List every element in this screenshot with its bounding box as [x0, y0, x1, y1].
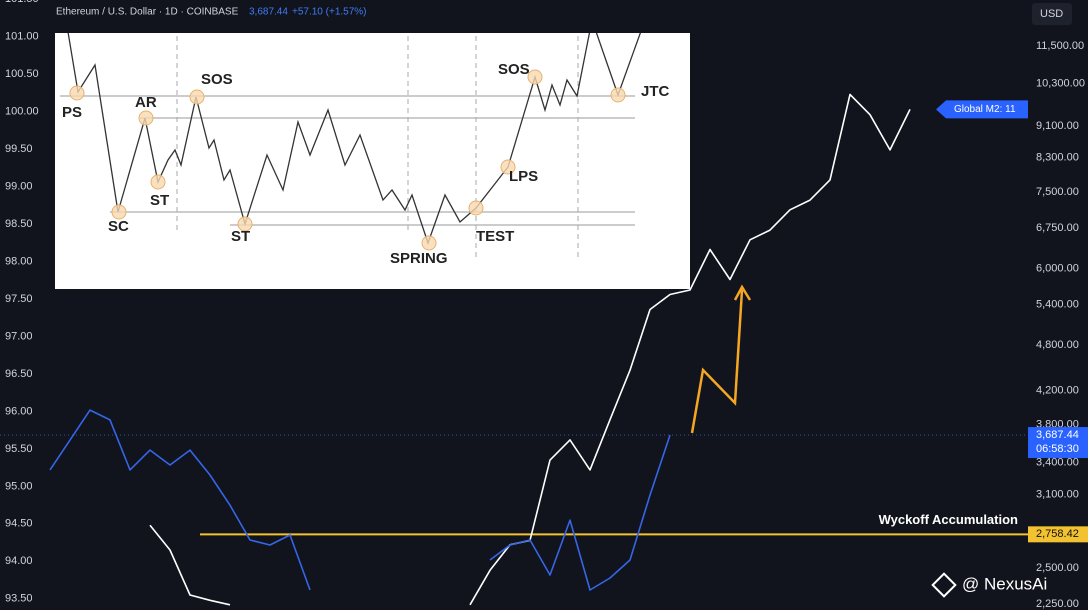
inset-label: TEST	[476, 228, 514, 245]
inset-label: PS	[62, 104, 82, 121]
y-tick-label: 101.00	[5, 31, 39, 43]
series-line	[149, 93, 911, 606]
inset-phase-dividers	[176, 36, 579, 260]
y-tick-label: 97.50	[5, 293, 33, 305]
series-label: Global M2: 11	[954, 104, 1016, 115]
y2-tick-label: 3,100.00	[1036, 488, 1079, 500]
currency: USD	[1040, 8, 1063, 20]
y-tick-label: 94.50	[5, 518, 33, 530]
y2-tick-label: 2,250.00	[1036, 598, 1079, 610]
inset-label: SOS	[498, 61, 530, 78]
y-tick-label: 97.00	[5, 330, 33, 342]
y-tick-label: 94.00	[5, 555, 33, 567]
y-tick-label: 93.50	[5, 593, 33, 605]
inset-event-markers	[69, 69, 626, 251]
y2-tick-label: 4,200.00	[1036, 384, 1079, 396]
y-tick-label: 96.50	[5, 368, 33, 380]
inset-label: JTC	[641, 83, 670, 100]
y2-tick-label: 8,300.00	[1036, 151, 1079, 163]
inset-label: SOS	[201, 71, 233, 88]
y2-tick-label: 2,500.00	[1036, 562, 1079, 574]
series-line	[49, 409, 671, 591]
inset-label: AR	[135, 94, 157, 111]
y-tick-label: 95.00	[5, 480, 33, 492]
watermark-text: @ NexusAi	[962, 574, 1047, 593]
inset-label: LPS	[509, 168, 538, 185]
y-tick-label: 101.50	[5, 0, 39, 5]
y-tick-label: 96.00	[5, 405, 33, 417]
inset-label: SC	[108, 218, 129, 235]
inset-label: ST	[150, 192, 169, 209]
last-price-box	[1028, 427, 1088, 459]
inset-schematic-path	[67, 33, 642, 245]
y2-tick-label: 7,500.00	[1036, 186, 1079, 198]
y-tick-label: 100.50	[5, 68, 39, 80]
y2-tick-label: 9,100.00	[1036, 120, 1079, 132]
y2-tick-label: 4,800.00	[1036, 339, 1079, 351]
countdown: 06:58:30	[1036, 443, 1079, 455]
y2-tick-label: 5,400.00	[1036, 298, 1079, 310]
y2-tick-label: 3,400.00	[1036, 457, 1079, 469]
y2-tick-label: 10,300.00	[1036, 78, 1085, 90]
y-tick-label: 99.00	[5, 181, 33, 193]
inset-label: ST	[231, 228, 250, 245]
last-price-label: 3,687.44	[1036, 429, 1079, 441]
annotation-text: Wyckoff Accumulation	[879, 512, 1018, 527]
y2-tick-label: 6,000.00	[1036, 262, 1079, 274]
watermark: @ NexusAi	[931, 572, 1047, 598]
y-tick-label: 100.00	[5, 106, 39, 118]
y2-tick-label: 6,750.00	[1036, 222, 1079, 234]
y2-tick-label: 11,500.00	[1036, 40, 1084, 52]
annotation-label-box	[1028, 526, 1088, 543]
y-tick-label: 98.00	[5, 255, 33, 267]
inset-label: SPRING	[390, 250, 448, 267]
inset-levels	[60, 95, 635, 226]
y-tick-label: 99.50	[5, 143, 33, 155]
annotation-label: 2,758.42	[1036, 528, 1079, 540]
header-change: +57.10 (+1.57%)	[292, 7, 367, 18]
series-label-box	[936, 100, 1028, 119]
currency-box	[1032, 3, 1072, 25]
chart-title: Ethereum / U.S. Dollar · 1D · COINBASE	[56, 7, 239, 18]
y-tick-label: 98.50	[5, 218, 33, 230]
inset-panel	[55, 33, 690, 289]
projection-arrowhead	[733, 284, 752, 301]
projection-arrow	[690, 289, 744, 434]
header-price: 3,687.44	[249, 7, 288, 18]
y-tick-label: 95.50	[5, 443, 33, 455]
